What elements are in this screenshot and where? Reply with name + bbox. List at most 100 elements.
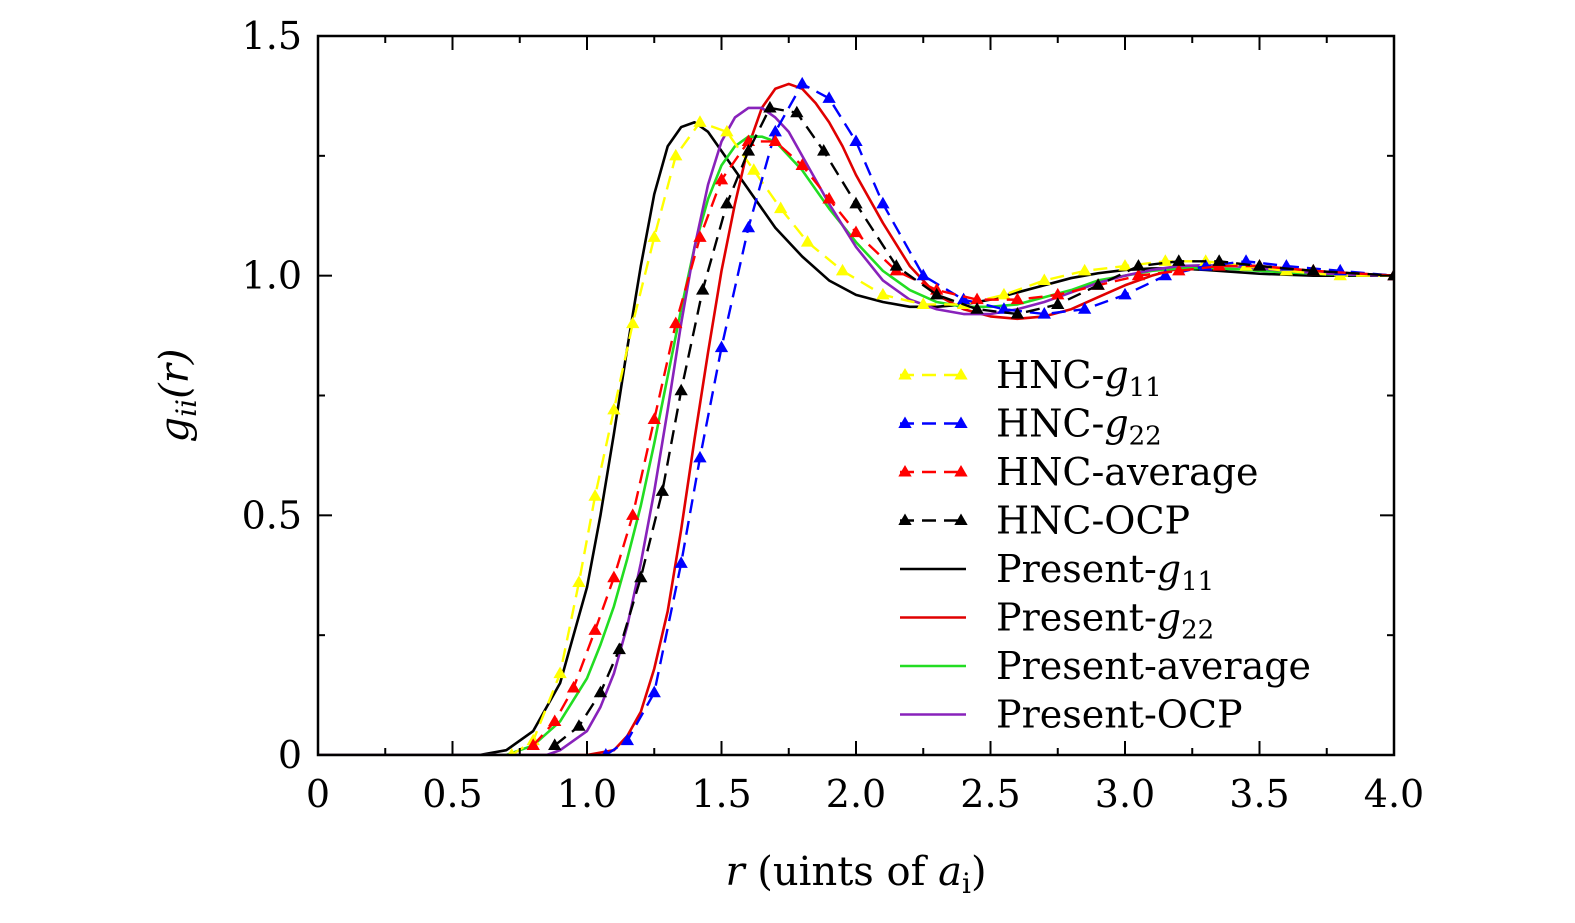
data-point-hnc-g11 [835,263,850,276]
data-point-hnc-ocp [790,105,804,118]
data-point-hnc-g22 [674,556,688,568]
y-tick-label: 1.0 [242,254,302,298]
data-point-hnc-average [1010,292,1025,305]
legend-item-hnc-ocp: HNC-OCP [898,499,1190,543]
data-point-hnc-g11 [774,201,788,214]
data-point-hnc-g22 [956,292,971,305]
legend-item-present-g11: Present-g11 [900,547,1214,597]
data-point-hnc-g11 [507,748,516,755]
legend-label: Present-OCP [996,693,1243,737]
data-point-hnc-ocp [634,570,648,583]
data-point-hnc-g11 [747,163,761,175]
data-point-hnc-ocp [655,484,669,496]
data-point-hnc-g11 [720,124,734,137]
legend-marker [954,416,968,429]
data-point-hnc-ocp [817,144,831,156]
data-point-hnc-ocp [1172,254,1186,266]
data-point-hnc-g11 [669,148,683,161]
data-point-hnc-g11 [800,235,815,247]
data-point-hnc-g22 [849,134,863,147]
data-point-hnc-ocp [930,287,944,300]
legend: HNC-g11HNC-g22HNC-averageHNC-OCPPresent-… [898,353,1311,737]
data-point-hnc-g22 [768,124,782,137]
x-tick-label: 0.5 [422,772,482,816]
data-point-hnc-average [588,623,602,635]
data-point-hnc-g11 [997,287,1011,300]
data-point-hnc-ocp [548,738,562,750]
axes: 0 0.5 1.0 1.5 2.0 2.5 3.0 3.5 4.0 0 0.5 1.0 1.5 [242,14,1425,816]
data-point-hnc-g22 [876,196,890,209]
data-point-hnc-g22 [822,91,836,103]
data-point-hnc-average [669,316,683,329]
data-point-hnc-g11 [647,230,661,242]
x-tick-label: 4.0 [1364,772,1424,816]
data-point-hnc-ocp [1010,307,1025,319]
data-point-hnc-average [1131,268,1146,281]
data-point-hnc-g11 [607,402,621,415]
legend-item-hnc-g11: HNC-g11 [898,353,1162,403]
legend-label: HNC-g22 [996,402,1162,452]
data-point-hnc-average [795,158,809,170]
series-group [318,76,1394,755]
data-point-hnc-ocp [970,302,984,314]
data-point-hnc-g22 [647,685,661,698]
data-point-hnc-g11 [626,316,640,329]
x-tick-label: 2.5 [960,772,1020,816]
legend-marker [898,513,912,526]
data-point-hnc-average [714,172,729,185]
data-point-hnc-average [768,134,782,147]
data-point-hnc-ocp [1051,297,1065,309]
data-point-hnc-average [626,508,640,520]
data-point-hnc-average [566,680,581,693]
data-point-hnc-ocp [741,144,756,156]
data-point-hnc-g11 [1037,273,1051,286]
data-point-hnc-g11 [1118,259,1132,271]
data-point-hnc-g22 [601,748,610,755]
y-tick-label: 0.5 [242,493,302,537]
legend-marker [898,416,912,429]
legend-marker [954,368,968,380]
data-point-hnc-average [970,292,984,305]
y-axis-title: gii(r) [152,349,203,443]
data-point-hnc-ocp [763,100,777,113]
data-point-hnc-ocp [696,283,710,295]
data-point-hnc-g11 [1078,263,1092,276]
series-line-hnc-ocp [553,106,1394,747]
x-tick-label: 2.0 [826,772,886,816]
data-point-hnc-ocp [612,642,626,655]
data-point-hnc-ocp [849,196,863,209]
data-point-hnc-average [526,738,540,750]
y-tick-label: 1.5 [242,14,302,58]
data-point-hnc-average [693,230,707,242]
legend-item-present-g22: Present-g22 [900,596,1214,646]
legend-marker [898,368,912,380]
data-point-hnc-g22 [741,220,756,233]
data-point-hnc-g11 [916,297,930,309]
data-point-hnc-average [1172,263,1186,276]
data-point-hnc-g11 [572,575,586,587]
data-point-hnc-g11 [876,287,890,300]
data-point-hnc-average [607,570,621,583]
data-point-hnc-ocp [1387,268,1394,281]
legend-marker [898,465,912,477]
data-point-hnc-average [1051,287,1065,300]
legend-label: Present-g22 [996,596,1214,646]
series-line-hnc-g11 [511,120,1394,755]
data-point-hnc-g11 [588,489,602,501]
data-point-hnc-g22 [1078,302,1092,314]
legend-item-hnc-g22: HNC-g22 [898,402,1162,452]
data-point-hnc-g22 [693,450,707,463]
x-tick-label: 1.0 [557,772,617,816]
x-tick-label: 3.0 [1095,772,1155,816]
data-point-hnc-ocp [1212,254,1226,266]
data-point-hnc-ocp [889,259,903,271]
data-point-hnc-g22 [1158,268,1172,281]
data-point-hnc-average [548,714,562,726]
legend-label: Present-average [996,644,1311,688]
legend-label: HNC-g11 [996,353,1162,403]
data-point-hnc-average [822,191,836,204]
data-point-hnc-ocp [572,719,586,731]
legend-marker [954,465,968,477]
